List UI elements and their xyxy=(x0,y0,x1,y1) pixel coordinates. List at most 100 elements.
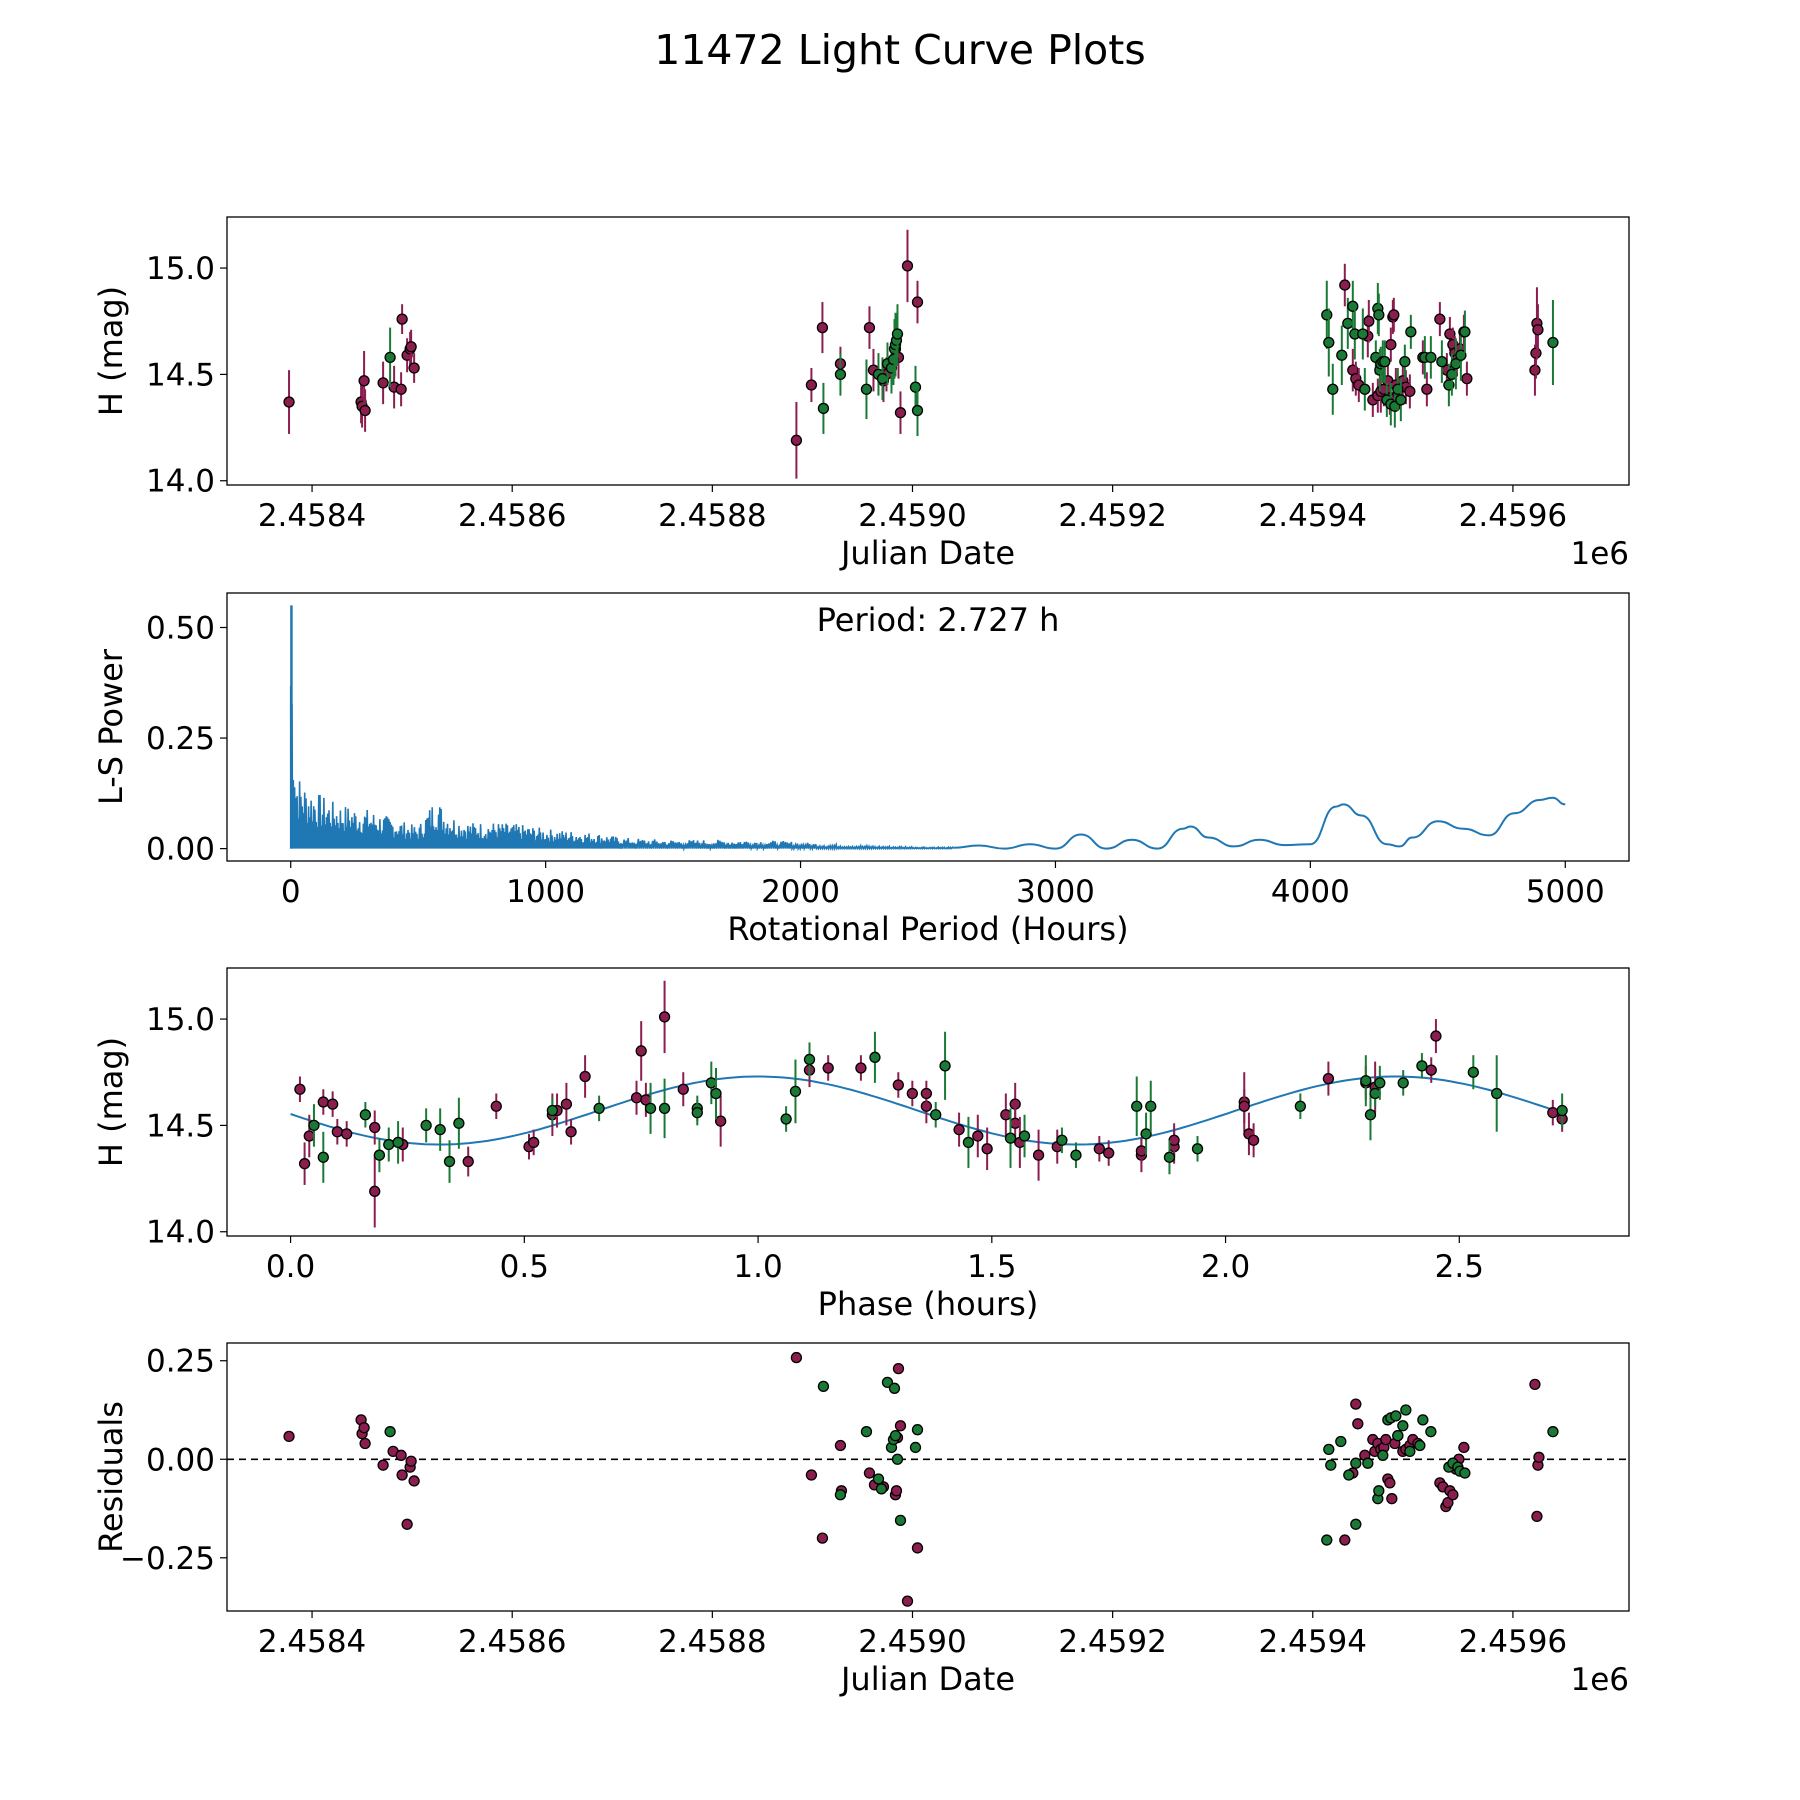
x-tick-label: 2.4592 xyxy=(1058,1624,1166,1660)
data-point xyxy=(317,1096,329,1108)
data-point xyxy=(317,1151,329,1163)
data-point xyxy=(1416,1060,1428,1072)
data-point xyxy=(1390,1410,1402,1422)
data-point xyxy=(408,1475,420,1487)
data-point xyxy=(920,1087,933,1100)
data-point xyxy=(644,1102,657,1115)
data-point xyxy=(911,1424,924,1436)
y-tick-label: 15.0 xyxy=(146,1002,215,1038)
data-point xyxy=(405,1455,417,1467)
data-point xyxy=(909,1441,922,1454)
x-tick-label: 4000 xyxy=(1271,874,1350,910)
data-point xyxy=(710,1087,722,1100)
data-point xyxy=(528,1136,540,1149)
data-point xyxy=(579,1070,591,1083)
data-point xyxy=(1404,1445,1416,1458)
plot-area xyxy=(227,1351,1629,1607)
model-fit-line xyxy=(290,1075,1566,1146)
x-tick-label: 2.4584 xyxy=(258,498,366,534)
data-point xyxy=(369,1185,381,1197)
axes-frame xyxy=(226,216,1630,486)
data-point xyxy=(396,313,408,325)
data-point xyxy=(901,1595,914,1607)
y-tick-label: 14.5 xyxy=(146,1108,215,1144)
data-point xyxy=(1350,1457,1362,1469)
data-point xyxy=(789,1085,802,1098)
data-point xyxy=(1294,1100,1307,1112)
x-offset-label: 1e6 xyxy=(1570,536,1629,572)
data-point xyxy=(1247,1134,1260,1146)
data-point xyxy=(283,1430,295,1443)
data-point xyxy=(358,375,370,387)
data-point xyxy=(635,1045,647,1057)
axes-frame xyxy=(226,1342,1630,1612)
data-point xyxy=(1327,383,1339,395)
data-point xyxy=(1373,309,1385,321)
data-point xyxy=(909,381,922,393)
data-point xyxy=(408,362,420,374)
data-point xyxy=(593,1102,605,1115)
data-point xyxy=(546,1104,559,1117)
y-tick-label: 14.5 xyxy=(146,357,215,393)
data-point xyxy=(658,1102,671,1115)
data-point xyxy=(1321,1534,1333,1546)
data-point xyxy=(630,1092,643,1104)
data-point xyxy=(901,260,914,272)
y-tick-label: 0.25 xyxy=(146,721,215,757)
data-point xyxy=(358,1422,370,1434)
data-point xyxy=(1531,1510,1543,1523)
data-point xyxy=(822,1062,834,1074)
data-point xyxy=(395,1449,407,1461)
data-point xyxy=(1009,1117,1021,1129)
y-axis-label: H (mag) xyxy=(92,1037,130,1167)
y-tick-label: 0.00 xyxy=(146,832,215,868)
data-point xyxy=(803,1053,816,1066)
y-tick-label: 15.0 xyxy=(146,251,215,287)
data-point xyxy=(816,321,829,334)
data-point xyxy=(1425,1426,1437,1438)
x-tick-label: 2.4586 xyxy=(458,498,566,534)
data-point xyxy=(1350,1398,1362,1410)
data-point xyxy=(1018,1130,1031,1142)
data-point xyxy=(1325,1459,1337,1471)
data-point xyxy=(359,1109,372,1121)
data-point xyxy=(308,1119,320,1132)
data-point xyxy=(889,1429,902,1442)
data-point xyxy=(395,383,407,395)
x-tick-label: 3000 xyxy=(1016,874,1095,910)
data-point xyxy=(911,1542,924,1554)
data-point xyxy=(817,402,830,415)
data-point xyxy=(405,341,417,353)
data-point xyxy=(1342,317,1354,329)
data-point xyxy=(1404,385,1416,398)
data-point xyxy=(972,1130,984,1142)
y-tick-label: −0.25 xyxy=(120,1541,215,1577)
data-point xyxy=(1461,373,1473,385)
x-tick-label: 5000 xyxy=(1526,874,1605,910)
panel-3: 0.0 0.5 1.0 1.5 2.0 2.5 14.0 14.5 15.0 Phase (hou… xyxy=(92,967,1630,1323)
data-point xyxy=(891,1453,904,1465)
data-point xyxy=(1343,1469,1355,1481)
y-tick-label: 14.0 xyxy=(146,464,215,500)
x-tick-label: 2.4590 xyxy=(858,1624,966,1660)
data-point xyxy=(953,1124,965,1136)
x-tick-label: 0 xyxy=(281,874,301,910)
data-point xyxy=(1397,1077,1409,1089)
data-point xyxy=(1395,394,1407,406)
data-point xyxy=(1405,326,1417,338)
data-point xyxy=(1458,1441,1470,1454)
x-tick-label: 2.0 xyxy=(1201,1249,1250,1285)
data-point xyxy=(1364,1109,1377,1121)
data-point xyxy=(1363,315,1375,327)
panel-1: 2.4584 2.4586 2.4588 2.4590 2.4592 2.4594 2.45… xyxy=(92,216,1630,572)
data-point xyxy=(1347,300,1359,312)
data-point xyxy=(888,1382,901,1394)
x-axis-label: Julian Date xyxy=(839,1660,1015,1698)
data-point xyxy=(453,1117,465,1129)
data-point xyxy=(1359,383,1371,395)
data-point xyxy=(392,1136,404,1149)
plot-area xyxy=(290,980,1568,1228)
data-point xyxy=(1400,1404,1412,1416)
x-tick-label: 2.4588 xyxy=(658,1624,766,1660)
data-point xyxy=(1362,1457,1374,1469)
